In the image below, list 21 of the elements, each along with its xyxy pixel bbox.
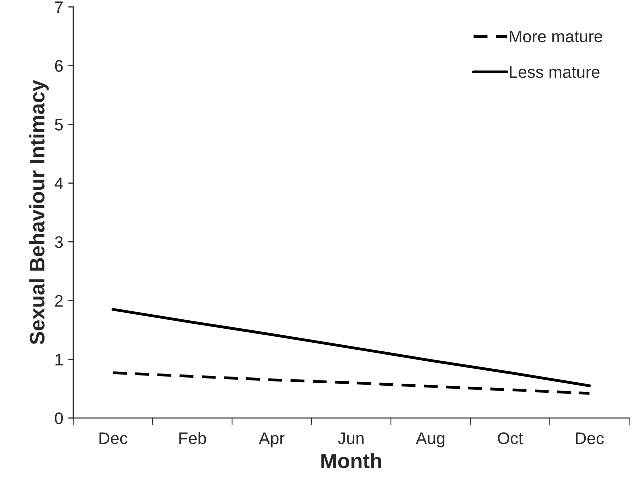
x-tick-label: Feb	[180, 432, 206, 444]
x-tick-label: Apr	[259, 432, 285, 448]
x-tick-label: Dec	[100, 432, 128, 444]
y-tick-label: 3	[55, 236, 64, 248]
x-tick-label: Jun	[338, 432, 364, 444]
y-tick-label: 1	[56, 354, 63, 366]
x-tick-label: Aug	[416, 432, 445, 448]
legend-label: More mature	[510, 31, 603, 43]
y-tick-label: 7	[55, 2, 63, 14]
y-tick-label: 2	[55, 295, 63, 307]
legend-label: Less mature	[510, 66, 600, 78]
y-tick-label: 6	[55, 60, 64, 72]
line-series	[112, 372, 592, 395]
x-axis-title: Month	[322, 453, 382, 469]
y-tick-label: 5	[55, 119, 64, 131]
y-tick-label: 4	[54, 178, 64, 190]
y-tick-label: 0	[55, 412, 64, 424]
x-tick-label: Oct	[498, 432, 524, 444]
y-axis-title: Sexual Behaviour Intimacy	[30, 80, 49, 345]
x-tick-label: Dec	[576, 432, 604, 444]
line-series	[112, 308, 592, 388]
